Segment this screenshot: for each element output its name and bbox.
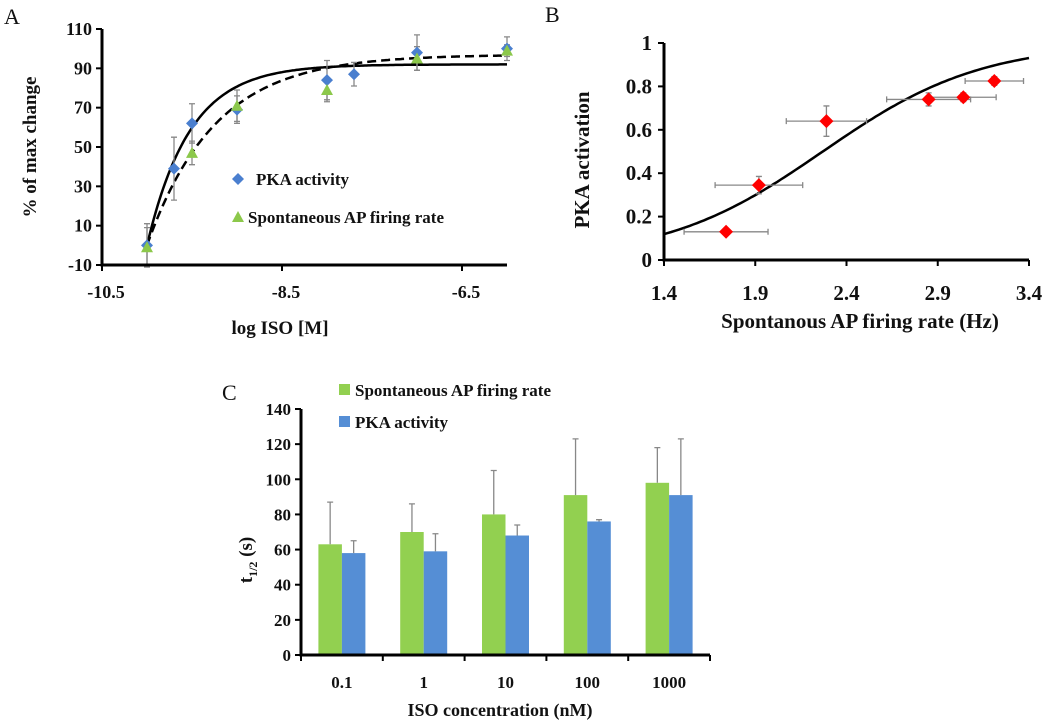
- chart-c-xlabel: ISO concentration (nM): [408, 700, 593, 721]
- x-tick-label: 2.4: [833, 281, 860, 305]
- legend-blue-swatch-icon: [339, 416, 350, 427]
- data-point: [921, 92, 936, 107]
- data-point: [819, 114, 834, 129]
- error-bar: [350, 540, 357, 554]
- data-point-spont: [321, 83, 333, 95]
- y-tick-label: 0.8: [626, 74, 652, 98]
- y-tick-label: 20: [274, 611, 291, 630]
- error-bar: [327, 501, 334, 545]
- y-tick-label: 0.2: [626, 205, 652, 229]
- data-point-spont: [186, 146, 198, 158]
- x-tick-label: -10.5: [87, 282, 125, 302]
- bar-pka: [587, 521, 611, 655]
- data-point: [719, 224, 734, 239]
- y-tick-label: 0.4: [626, 161, 653, 185]
- y-tick-label: 0: [642, 248, 653, 272]
- bar-spont: [563, 495, 588, 655]
- y-tick-label: 80: [274, 505, 291, 524]
- legend-a-spont: Spontaneous AP firing rate: [248, 208, 444, 227]
- y-tick-label: 0: [283, 646, 292, 665]
- y-tick-label: 70: [74, 98, 92, 118]
- data-point-spont: [501, 44, 513, 56]
- legend-c-pka: PKA activity: [355, 413, 449, 432]
- legend-a-pka: PKA activity: [256, 170, 350, 189]
- panel-label-a: A: [4, 4, 20, 29]
- y-tick-label: 110: [66, 19, 92, 39]
- chart-a-legend: PKA activity Spontaneous AP firing rate: [232, 170, 444, 227]
- chart-a: -10 10 30 50 70 90 110 -10.5 -8.5 -6.5: [66, 19, 513, 302]
- error-bar: [490, 469, 497, 515]
- legend-green-swatch-icon: [339, 384, 350, 395]
- data-point: [987, 73, 1002, 88]
- y-tick-label: -10: [68, 255, 92, 275]
- chart-c-ylabel-main: t: [236, 576, 257, 583]
- legend-diamond-icon: [232, 173, 244, 185]
- axis-lines: [662, 43, 1029, 262]
- data-point-pka: [321, 74, 333, 87]
- y-tick-label: 10: [74, 216, 92, 236]
- x-tick-label: 2.9: [925, 281, 951, 305]
- chart-a-ylabel: % of max change: [20, 77, 41, 218]
- chart-c-ylabel: t1/2 (s): [236, 537, 260, 583]
- x-tick-label: -6.5: [452, 282, 481, 302]
- chart-c-ylabel-unit: (s): [236, 537, 257, 562]
- x-tick-label: 3.4: [1016, 281, 1043, 305]
- y-tick-label: 90: [74, 58, 92, 78]
- y-tick-label: 50: [74, 137, 92, 157]
- panel-label-c: C: [222, 380, 237, 405]
- chart-b-ylabel: PKA activation: [570, 91, 594, 228]
- x-tick-label: 1.9: [742, 281, 768, 305]
- bar-spont: [318, 544, 342, 655]
- data-point-pka: [348, 68, 360, 81]
- x-tick-label: 100: [575, 673, 601, 692]
- error-bar: [572, 438, 579, 496]
- data-point: [751, 178, 766, 193]
- x-tick-label: 10: [497, 673, 514, 692]
- x-tick-label: 1.4: [651, 281, 678, 305]
- chart-b-xlabel: Spontanous AP firing rate (Hz): [721, 309, 999, 333]
- chart-c: 0 20 40 60 80 100 120 140 0.1 1 10 100 1000: [266, 400, 711, 692]
- legend-c-spont: Spontaneous AP firing rate: [355, 381, 551, 400]
- error-bar: [514, 524, 521, 536]
- chart-c-legend: Spontaneous AP firing rate PKA activity: [339, 381, 551, 432]
- bar-pka: [423, 551, 448, 655]
- error-bar: [677, 438, 684, 496]
- y-tick-label: 120: [266, 435, 292, 454]
- x-tick-label: 1000: [652, 673, 686, 692]
- x-tick-label: -8.5: [272, 282, 301, 302]
- y-tick-label: 100: [266, 470, 292, 489]
- x-tick-label: 1: [419, 673, 428, 692]
- error-bar: [654, 447, 661, 483]
- data-point-spont: [231, 99, 243, 111]
- panel-label-b: B: [545, 2, 560, 27]
- y-tick-label: 1: [642, 31, 653, 55]
- error-bar: [432, 533, 439, 552]
- bar-pka: [505, 535, 529, 655]
- y-tick-label: 60: [274, 541, 291, 560]
- error-bar: [596, 519, 603, 522]
- data-point-pka: [186, 117, 198, 130]
- y-tick-label: 40: [274, 576, 291, 595]
- data-point-spont: [141, 241, 153, 253]
- y-tick-label: 140: [266, 400, 292, 419]
- bar-spont: [400, 532, 424, 655]
- data-point-spont: [411, 52, 423, 64]
- y-tick-label: 0.6: [626, 118, 652, 142]
- data-point: [956, 90, 971, 105]
- fit-curve: [663, 56, 1030, 236]
- y-tick-label: 30: [74, 176, 92, 196]
- bar-spont: [482, 514, 506, 655]
- error-bar: [408, 503, 415, 532]
- chart-a-xlabel: log ISO [M]: [231, 318, 328, 339]
- data-point-pka: [168, 162, 180, 175]
- chart-c-ylabel-sub: 1/2: [246, 562, 260, 577]
- bar-pka: [341, 553, 366, 655]
- x-tick-label: 0.1: [331, 673, 352, 692]
- bar-pka: [669, 495, 693, 655]
- legend-triangle-icon: [232, 211, 244, 222]
- bar-spont: [645, 482, 670, 655]
- chart-b: 0 0.2 0.4 0.6 0.8 1 1.4 1.9 2.4 2.9 3.4: [626, 31, 1043, 305]
